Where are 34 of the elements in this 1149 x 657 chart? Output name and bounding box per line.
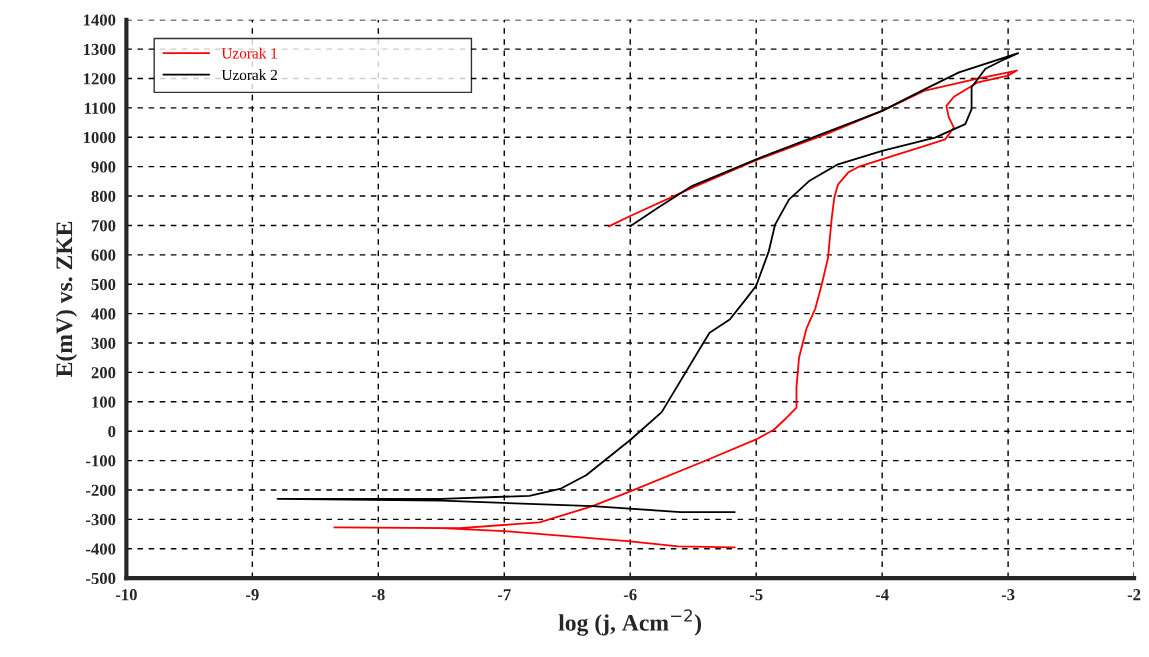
y-tick-label: 1300 bbox=[83, 43, 116, 56]
x-tick-label: -6 bbox=[623, 589, 637, 601]
y-tick-label: 1100 bbox=[84, 102, 116, 114]
y-axis-title: E(mV) vs. ZKE bbox=[55, 221, 78, 377]
y-tick-label: 700 bbox=[91, 220, 116, 232]
x-tick-label: -3 bbox=[1001, 589, 1015, 601]
y-tick-label: 1200 bbox=[83, 73, 116, 85]
y-tick-label: 1400 bbox=[83, 14, 116, 26]
y-tick-label: 800 bbox=[91, 190, 116, 203]
y-tick-label: 300 bbox=[91, 337, 116, 349]
x-tick-label: -2 bbox=[1127, 589, 1141, 601]
y-tick-label: 100 bbox=[92, 396, 116, 408]
y-tick-label: 200 bbox=[91, 367, 116, 379]
y-tick-label: 1000 bbox=[83, 131, 116, 144]
line-series bbox=[333, 69, 1018, 549]
x-tick-label: -5 bbox=[749, 589, 763, 601]
x-tick-label: -8 bbox=[371, 589, 385, 601]
y-tick-label: 900 bbox=[91, 161, 116, 173]
y-tick-label: 0 bbox=[108, 425, 116, 438]
legend-label: Uzorak 2 bbox=[221, 69, 277, 81]
y-tick-label: -100 bbox=[86, 455, 116, 467]
y-tick-label: 600 bbox=[91, 249, 116, 261]
x-tick-label: -9 bbox=[246, 589, 259, 601]
y-tick-label: -400 bbox=[86, 543, 116, 555]
y-tick-label: 500 bbox=[91, 278, 116, 291]
y-tick-label: 400 bbox=[91, 308, 116, 320]
y-tick-label: -200 bbox=[86, 484, 116, 496]
legend-label: Uzorak 1 bbox=[221, 47, 277, 59]
x-tick-label: -7 bbox=[497, 589, 511, 601]
x-tick-label: -10 bbox=[115, 589, 137, 601]
y-tick-label: -300 bbox=[86, 514, 116, 526]
y-tick-label: -500 bbox=[86, 572, 116, 585]
x-axis-title: log (j, Acm$^{−2}$) bbox=[558, 609, 702, 636]
x-tick-label: -4 bbox=[875, 589, 889, 601]
